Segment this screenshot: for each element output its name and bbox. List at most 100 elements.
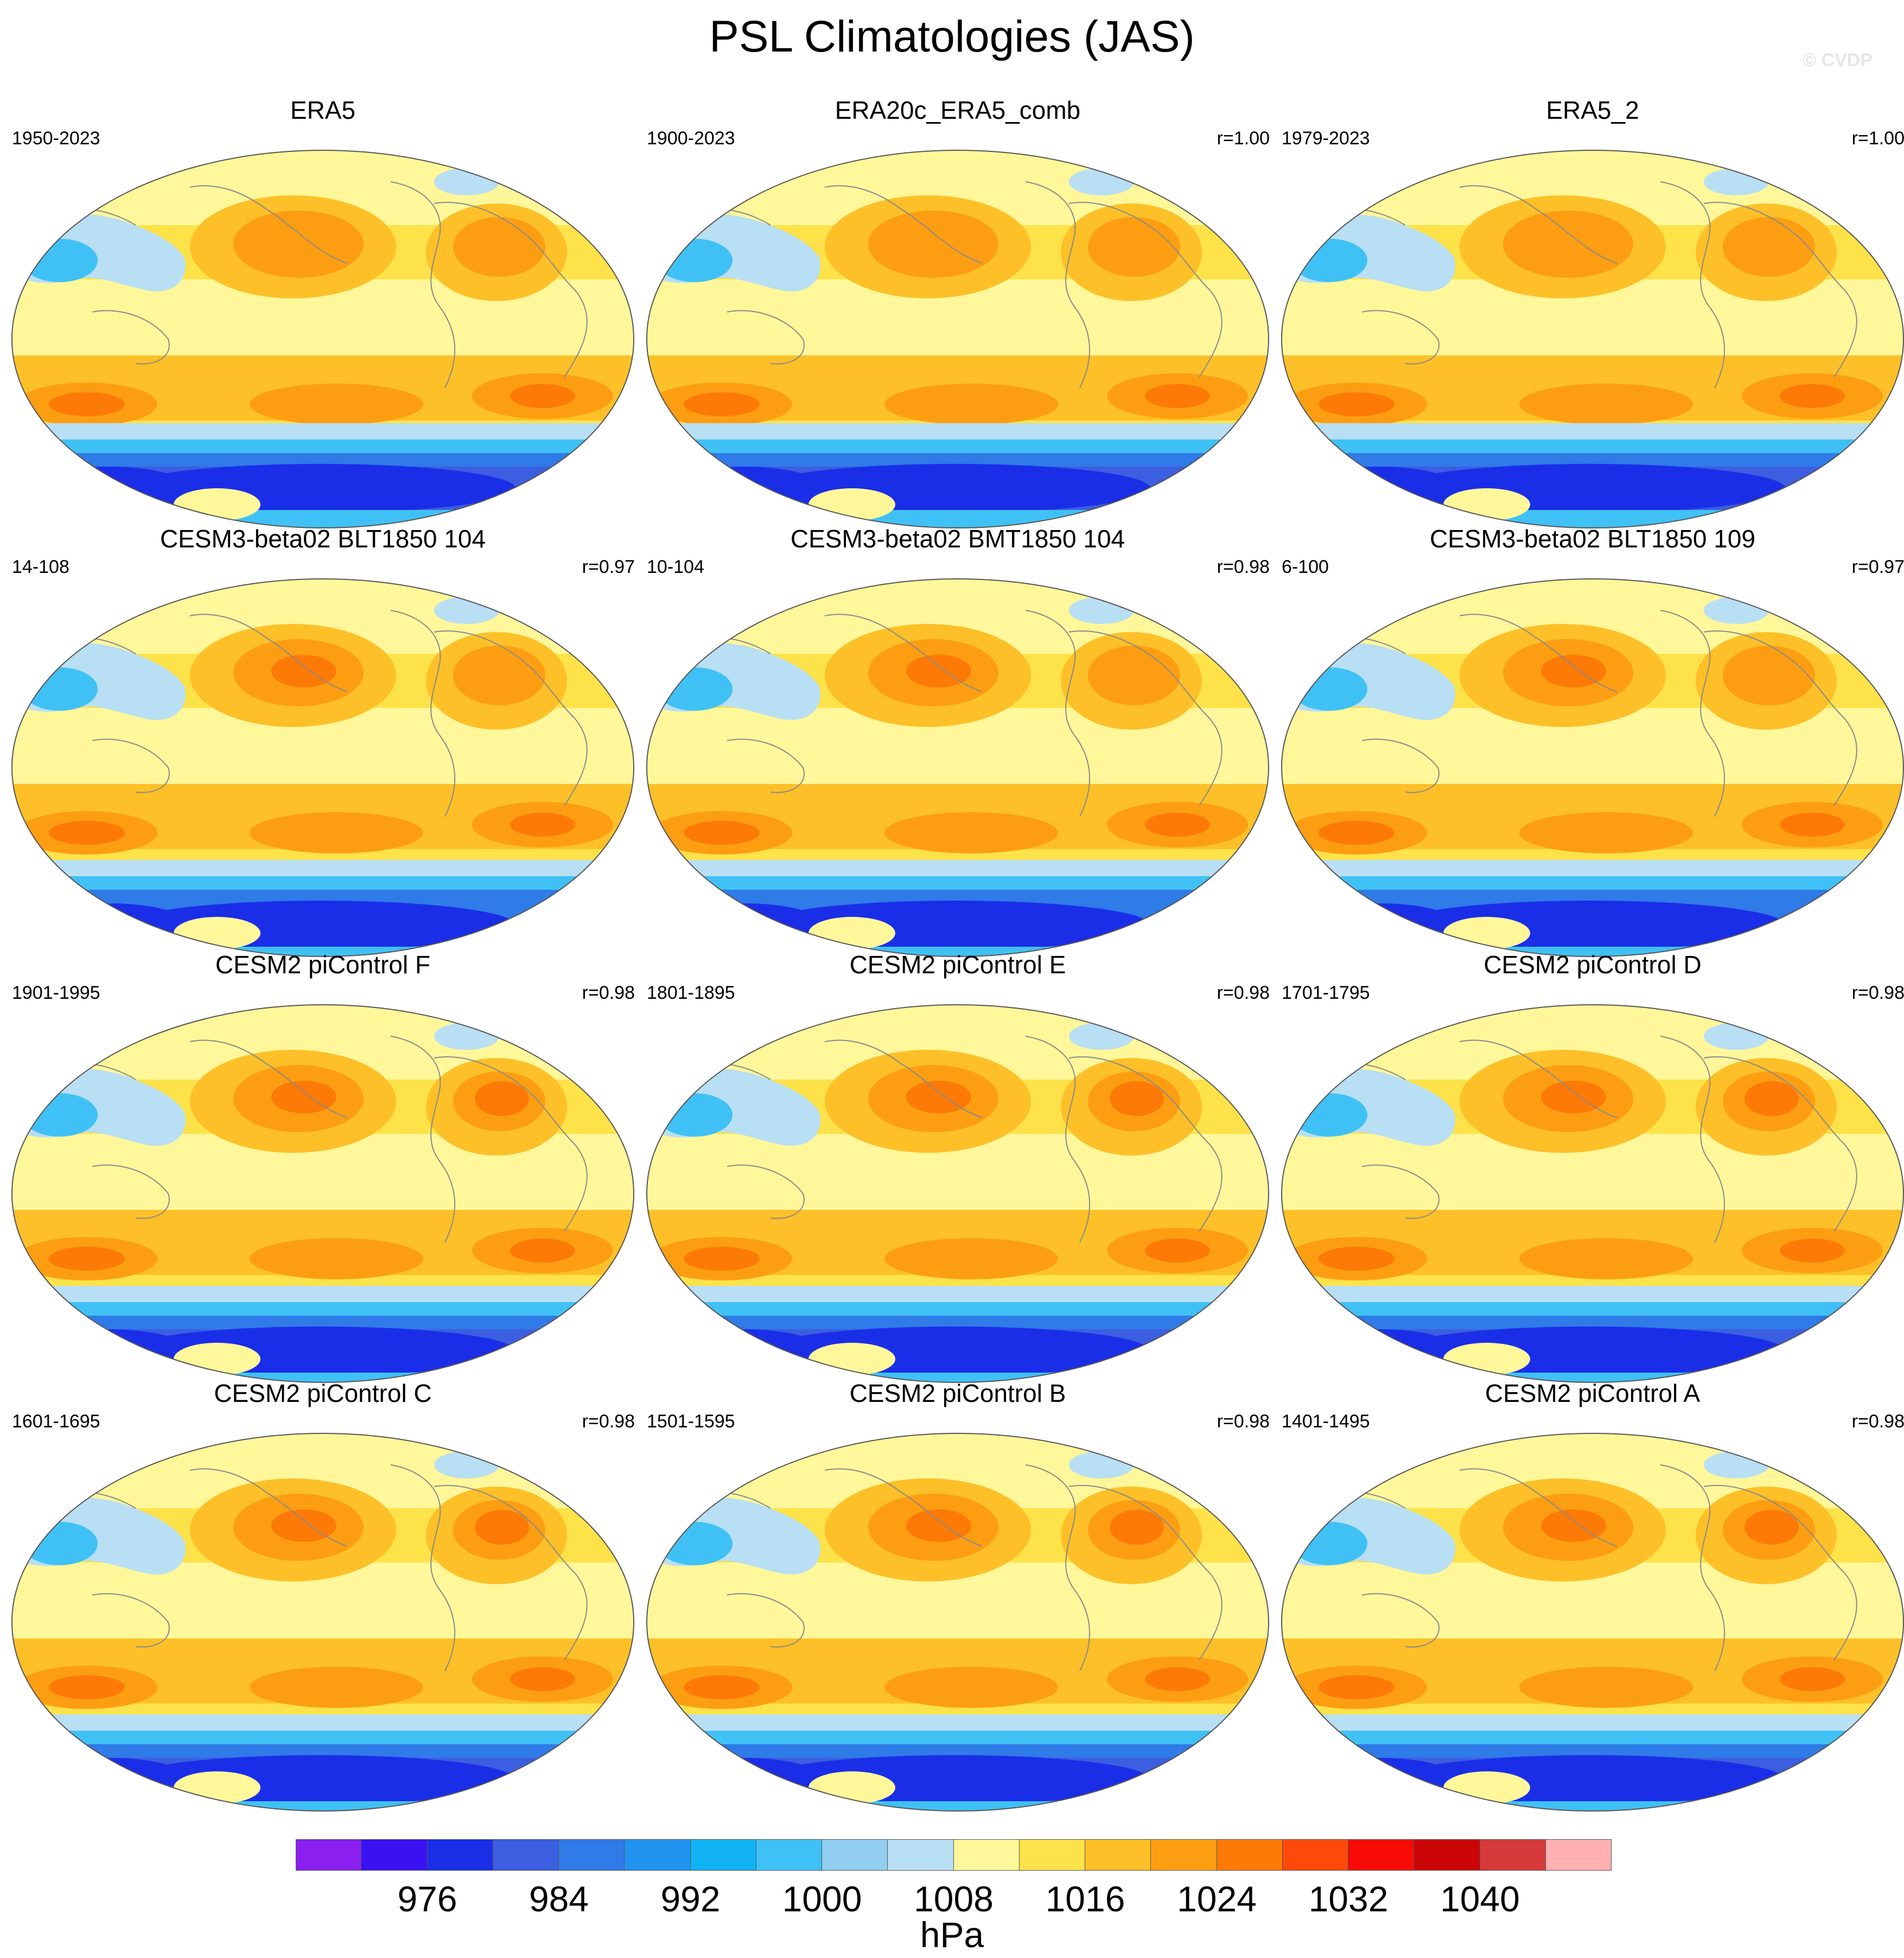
psl-low-arctic bbox=[1704, 597, 1769, 624]
colorbar-tick-label: 1024 bbox=[1177, 1879, 1257, 1919]
coastline bbox=[727, 310, 805, 365]
coastline bbox=[1660, 1464, 1725, 1672]
psl-map bbox=[646, 1004, 1270, 1383]
psl-low-arctic bbox=[434, 597, 499, 624]
coastline bbox=[92, 1593, 170, 1648]
coastline bbox=[1361, 1593, 1440, 1648]
psl-low-indian-sector bbox=[1302, 903, 1454, 941]
psl-map bbox=[646, 1432, 1270, 1812]
coastline bbox=[434, 1485, 588, 1661]
coastline bbox=[1025, 610, 1091, 817]
panel-title: CESM2 piControl B bbox=[849, 1379, 1066, 1407]
psl-high-south-atlantic-core bbox=[1780, 384, 1845, 408]
map-outline bbox=[11, 578, 634, 957]
coastline bbox=[824, 1039, 983, 1118]
psl-high-south-indian-core bbox=[49, 1675, 125, 1699]
psl-band-southern-pale bbox=[647, 1714, 1269, 1731]
psl-low-indian-sector bbox=[33, 903, 184, 941]
psl-band-southern-pale bbox=[12, 860, 634, 876]
psl-map bbox=[1281, 149, 1904, 529]
panel-title: CESM3-beta02 BLT1850 109 bbox=[1429, 525, 1756, 553]
colorbar-frame bbox=[296, 1839, 1612, 1871]
psl-high-north-pacific-core bbox=[271, 1509, 336, 1542]
coastline bbox=[390, 181, 456, 388]
panel-correlation: r=0.97 bbox=[582, 557, 635, 577]
colorbar-box bbox=[1085, 1839, 1151, 1871]
psl-band-southern-pale bbox=[1282, 1714, 1903, 1731]
psl-high-north-atlantic-core bbox=[1744, 1081, 1799, 1116]
psl-map bbox=[11, 1004, 635, 1383]
colorbar-box bbox=[1480, 1839, 1546, 1871]
psl-high-north-atlantic bbox=[453, 646, 545, 705]
coastline bbox=[1459, 1039, 1618, 1118]
panel-period: 1950-2023 bbox=[12, 128, 100, 149]
coastline bbox=[189, 614, 348, 692]
psl-map bbox=[11, 578, 635, 958]
psl-band-southern-pale bbox=[647, 1286, 1269, 1302]
coastline bbox=[727, 1164, 805, 1219]
coastline bbox=[1703, 202, 1857, 378]
map-outline bbox=[11, 1433, 634, 1812]
coastline bbox=[92, 310, 170, 365]
map-panel: CESM3-beta02 BMT1850 104 10-104 r=0.98 bbox=[646, 524, 1270, 958]
psl-high-north-pacific-core bbox=[906, 655, 971, 687]
psl-high-north-pacific-core bbox=[906, 1509, 971, 1542]
psl-high-north-atlantic-core bbox=[475, 1510, 529, 1545]
coastline bbox=[1459, 185, 1618, 264]
map-panel: CESM2 piControl B 1501-1595 r=0.98 bbox=[646, 1378, 1270, 1812]
map-outline bbox=[1281, 578, 1904, 957]
psl-high-south-atlantic-core bbox=[510, 1667, 575, 1691]
psl-low-asia-core bbox=[22, 667, 98, 711]
coastline bbox=[1660, 181, 1725, 388]
psl-map bbox=[646, 578, 1270, 958]
psl-low-indian-sector bbox=[667, 1329, 819, 1367]
psl-high-south-pacific bbox=[250, 812, 423, 853]
psl-high-north-atlantic-core bbox=[1110, 1081, 1164, 1116]
psl-high-south-atlantic-core bbox=[510, 813, 575, 837]
psl-band-southern-pale bbox=[647, 423, 1269, 439]
psl-low-asia-core bbox=[1291, 239, 1367, 282]
psl-band-southern-light bbox=[1282, 1302, 1903, 1316]
psl-high-north-atlantic-core bbox=[1110, 1510, 1164, 1545]
psl-band-southern-pale bbox=[1282, 860, 1903, 876]
psl-band-southern-pale bbox=[12, 1286, 634, 1302]
psl-high-south-indian-core bbox=[1319, 1247, 1394, 1271]
psl-high-south-atlantic-core bbox=[1145, 1667, 1210, 1691]
map-panel: CESM2 piControl C 1601-1695 r=0.98 bbox=[11, 1378, 635, 1812]
psl-low-asia-core bbox=[1291, 1522, 1367, 1565]
psl-low-indian-sector bbox=[33, 1329, 184, 1367]
psl-low-asia-core bbox=[1291, 667, 1367, 711]
psl-high-antarctica bbox=[1443, 488, 1530, 521]
psl-low-arctic bbox=[1704, 1451, 1769, 1478]
map-panel: CESM2 piControl D 1701-1795 r=0.98 bbox=[1281, 949, 1904, 1383]
colorbar-tick-label: 1032 bbox=[1308, 1879, 1389, 1919]
psl-high-antarctica bbox=[808, 917, 895, 949]
psl-high-north-pacific bbox=[1503, 211, 1633, 278]
coastline bbox=[1660, 1036, 1725, 1243]
panel-period: 1401-1495 bbox=[1282, 1411, 1370, 1432]
psl-high-antarctica bbox=[174, 488, 260, 521]
psl-high-antarctica bbox=[1443, 1771, 1530, 1804]
psl-high-south-pacific bbox=[250, 1238, 423, 1279]
colorbar-box bbox=[296, 1839, 362, 1871]
panel-title: CESM2 piControl E bbox=[849, 951, 1066, 979]
psl-high-south-atlantic-core bbox=[510, 384, 575, 408]
coastline bbox=[1068, 1485, 1222, 1661]
psl-map bbox=[1281, 578, 1904, 958]
psl-high-south-indian-core bbox=[684, 392, 760, 416]
psl-high-south-pacific bbox=[884, 1238, 1058, 1279]
psl-high-south-atlantic-core bbox=[510, 1239, 575, 1262]
psl-low-arctic bbox=[1069, 168, 1134, 195]
psl-high-north-atlantic-core bbox=[475, 1081, 529, 1116]
coastline bbox=[1361, 310, 1440, 365]
psl-band-southern-pale bbox=[12, 423, 634, 439]
panel-period: 1900-2023 bbox=[647, 128, 735, 149]
psl-low-asia-core bbox=[657, 1522, 733, 1565]
psl-high-antarctica bbox=[808, 1343, 895, 1375]
colorbar-box bbox=[625, 1839, 691, 1871]
psl-band-southern-light bbox=[12, 1731, 634, 1744]
coastline bbox=[434, 1056, 588, 1232]
panel-period: 14-108 bbox=[12, 557, 69, 577]
figure-title: PSL Climatologies (JAS) bbox=[709, 12, 1195, 61]
psl-high-north-atlantic bbox=[1723, 217, 1815, 277]
